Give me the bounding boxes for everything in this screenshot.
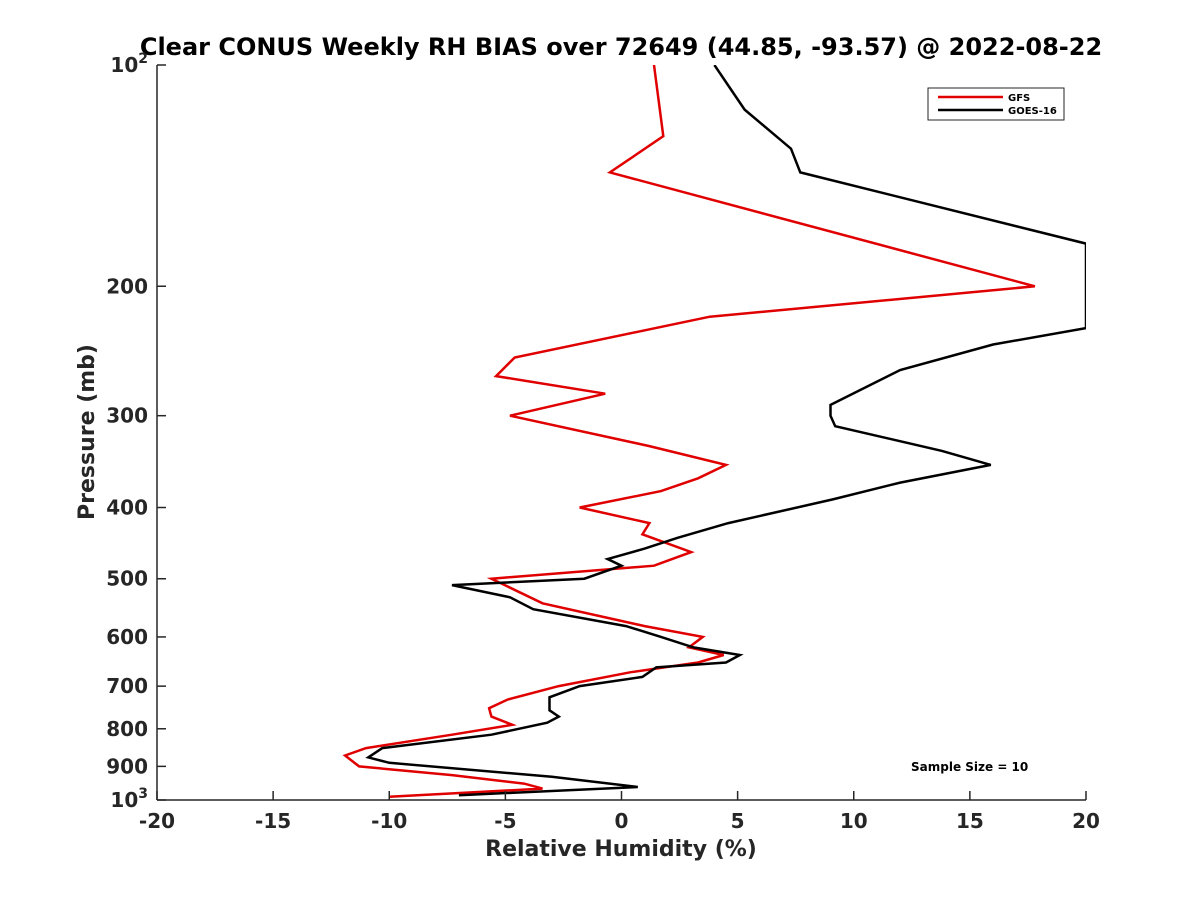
y-ticks: 102 200 300 400 500 600 700 800 900 103 — [106, 51, 166, 812]
y-tick-label: 500 — [106, 567, 148, 591]
y-tick-label: 102 — [110, 51, 148, 77]
legend-box — [927, 87, 1065, 121]
x-tick-label: 0 — [615, 809, 629, 833]
series-line-gfs — [342, 65, 1036, 799]
chart-title: Clear CONUS Weekly RH BIAS over 72649 (4… — [140, 33, 1102, 61]
legend-label-goes16: GOES-16 — [1008, 106, 1057, 117]
y-tick-label: 103 — [110, 786, 148, 812]
legend: GFS GOES-16 — [927, 87, 1065, 121]
x-tick-label: -10 — [371, 809, 407, 833]
y-tick-label: 200 — [106, 274, 148, 298]
x-tick-label: 15 — [956, 809, 984, 833]
y-axis-label: Pressure (mb) — [75, 344, 100, 520]
y-tick-label: 400 — [106, 496, 148, 520]
legend-label-gfs: GFS — [1008, 93, 1030, 104]
y-tick-label: 700 — [106, 674, 148, 698]
y-tick-label: 900 — [106, 754, 148, 778]
x-axis-label: Relative Humidity (%) — [485, 837, 757, 862]
x-tick-label: -5 — [494, 809, 516, 833]
x-tick-label: 20 — [1072, 809, 1100, 833]
series-layer — [342, 65, 1086, 799]
x-ticks: -20 -15 -10 -5 0 5 10 15 20 — [139, 791, 1100, 833]
x-tick-label: 5 — [731, 809, 745, 833]
y-tick-label: 600 — [106, 625, 148, 649]
sample-size-annotation: Sample Size = 10 — [911, 760, 1028, 774]
x-tick-label: 10 — [840, 809, 868, 833]
x-tick-label: -20 — [139, 809, 175, 833]
series-line-goes16 — [365, 65, 1086, 797]
y-tick-label: 800 — [106, 717, 148, 741]
x-tick-label: -15 — [255, 809, 291, 833]
y-tick-label: 300 — [106, 404, 148, 428]
